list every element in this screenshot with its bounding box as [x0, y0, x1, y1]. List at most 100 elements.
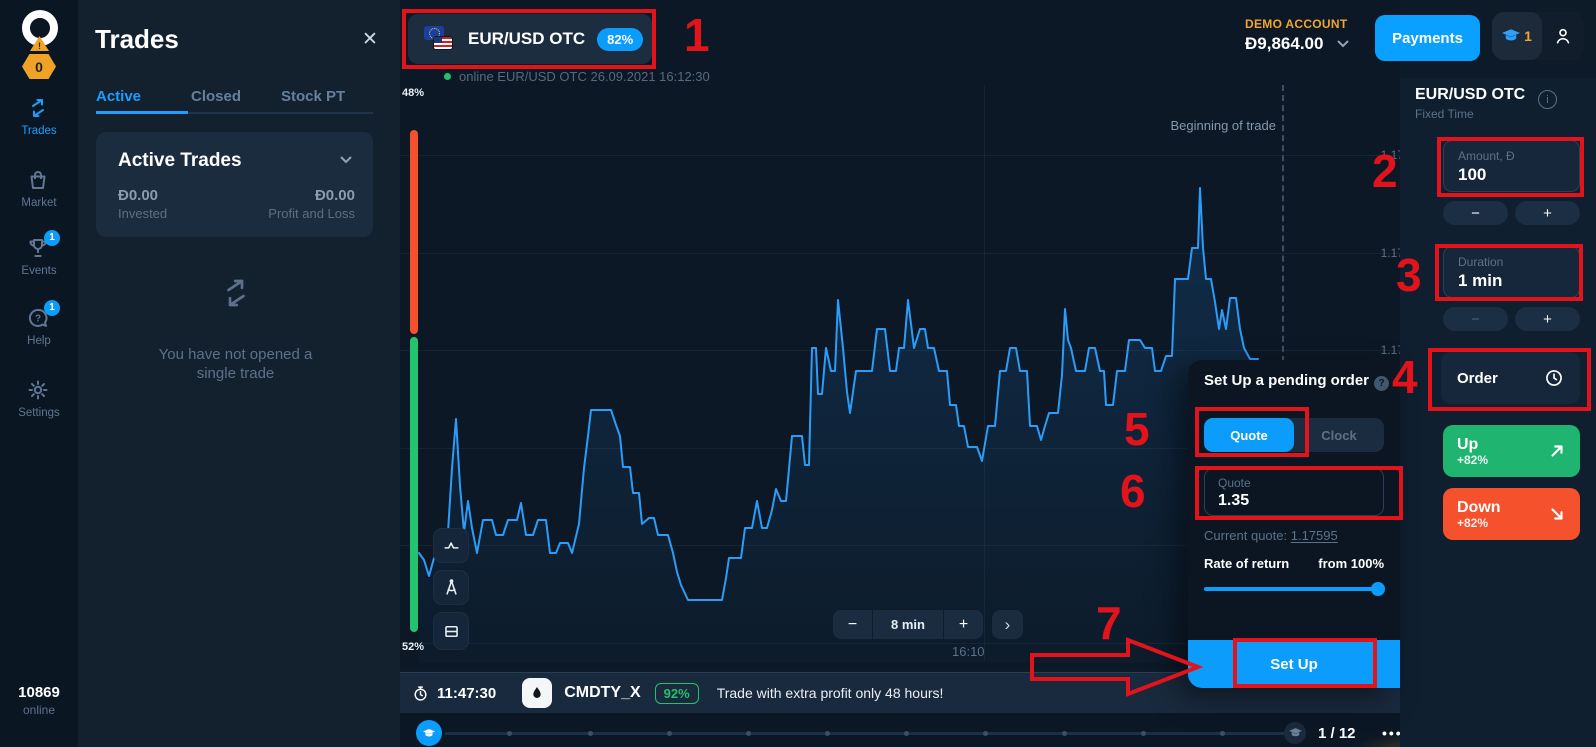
asset-name: EUR/USD OTC — [468, 29, 586, 48]
oil-drop-icon — [533, 687, 541, 698]
rate-slider-handle[interactable] — [1371, 582, 1385, 596]
clock-icon — [1546, 370, 1562, 386]
rate-label: Rate of return — [1204, 556, 1290, 571]
tab-clock[interactable]: Clock — [1321, 427, 1357, 443]
quote-label: Quote — [1218, 476, 1251, 490]
asset-selector[interactable]: EUR/USD OTC 82% — [408, 14, 652, 64]
timeframe-minus-button[interactable]: − — [833, 610, 872, 639]
rate-slider-track[interactable] — [1204, 587, 1384, 591]
education-count: 1 — [1524, 28, 1532, 44]
amount-field[interactable]: Amount, Đ 100 — [1443, 140, 1580, 192]
stories-category-icon[interactable] — [1284, 722, 1306, 744]
story-dot[interactable] — [825, 731, 830, 736]
story-dot[interactable] — [507, 731, 512, 736]
duration-field[interactable]: Duration 1 min — [1443, 246, 1580, 298]
stories-track — [445, 732, 1290, 735]
connection-status: online EUR/USD OTC 26.09.2021 16:12:30 — [444, 69, 710, 84]
timeframe-value[interactable]: 8 min — [873, 610, 943, 639]
close-icon[interactable]: ✕ — [362, 29, 378, 50]
timeframe-plus-button[interactable]: + — [944, 610, 983, 639]
profile-button[interactable] — [1542, 12, 1584, 60]
chart-type-button[interactable] — [433, 528, 469, 563]
price-area — [419, 188, 1258, 663]
help-icon[interactable]: ? — [1374, 376, 1389, 391]
amount-minus-button[interactable]: − — [1443, 201, 1508, 225]
invested-value: Đ0.00 — [118, 187, 159, 204]
person-icon — [1556, 28, 1570, 44]
stories-current-button[interactable] — [416, 720, 442, 746]
commodity-tile[interactable] — [522, 678, 553, 708]
tab-closed[interactable]: Closed — [191, 88, 242, 105]
events-badge: 1 — [44, 230, 60, 246]
stopwatch-icon — [414, 685, 427, 701]
card-title: Active Trades — [118, 150, 242, 171]
info-icon[interactable]: i — [1538, 90, 1557, 109]
sidebar-item-help[interactable]: ? 1 Help — [0, 300, 78, 347]
education-button[interactable]: 1 — [1492, 12, 1542, 60]
story-dot[interactable] — [1141, 731, 1146, 736]
svg-text:?: ? — [35, 314, 41, 325]
gridline — [400, 155, 1400, 156]
online-dot-icon — [444, 73, 451, 80]
active-tab-underline — [96, 111, 188, 114]
amount-plus-button[interactable]: + — [1515, 201, 1580, 225]
sidebar-label: Events — [21, 265, 57, 277]
tabs-underline — [96, 112, 373, 114]
split-layout-icon — [444, 625, 458, 637]
story-dot[interactable] — [588, 731, 593, 736]
story-dot[interactable] — [667, 731, 672, 736]
sentiment-down-percent: 52% — [402, 641, 425, 653]
gridline — [984, 85, 985, 660]
price-line — [418, 187, 1259, 601]
duration-minus-button[interactable]: − — [1443, 307, 1508, 331]
account-chevron-down-icon[interactable] — [1337, 40, 1349, 48]
pnl-label: Profit and Loss — [268, 206, 355, 221]
payments-button[interactable]: Payments — [1375, 15, 1480, 61]
market-bag-icon — [30, 171, 46, 189]
order-label: Order — [1457, 369, 1498, 387]
sentiment-bar-sell — [410, 130, 418, 334]
more-options-icon[interactable]: ••• — [1382, 725, 1403, 741]
tab-quote[interactable]: Quote — [1204, 418, 1294, 452]
amount-value: 100 — [1458, 165, 1487, 184]
account-switcher[interactable]: DEMO ACCOUNT Đ9,864.00 — [1245, 17, 1347, 54]
tab-stock-pt[interactable]: Stock PT — [281, 88, 346, 105]
tab-active[interactable]: Active — [96, 88, 142, 105]
story-dot[interactable] — [1220, 731, 1225, 736]
layout-button[interactable] — [433, 612, 469, 650]
status-text: online EUR/USD OTC 26.09.2021 16:12:30 — [459, 69, 710, 84]
up-button[interactable]: Up +82% — [1443, 425, 1580, 477]
sidebar-item-trades[interactable]: Trades — [0, 96, 78, 137]
rate-from-value: from 100% — [1318, 556, 1384, 571]
set-up-button[interactable]: Set Up — [1188, 640, 1400, 688]
arrow-up-right-icon — [1551, 445, 1563, 457]
current-quote-value[interactable]: 1.17595 — [1290, 528, 1338, 543]
duration-plus-button[interactable]: + — [1515, 307, 1580, 331]
story-dot[interactable] — [904, 731, 909, 736]
line-chart-icon — [443, 542, 459, 549]
order-button[interactable]: Order — [1441, 352, 1580, 404]
promo-bar: 11:47:30 CMDTY_X 92% Trade with extra pr… — [400, 672, 1400, 713]
price-chart — [418, 187, 1259, 663]
trade-controls-panel: EUR/USD OTC Fixed Time i Amount, Đ 100 −… — [1400, 78, 1596, 747]
left-nav-rail: ! 0 Trades Market 1 Events ? 1 — [0, 0, 78, 747]
trades-arrows-icon — [32, 99, 44, 117]
sidebar-item-market[interactable]: Market — [0, 168, 78, 209]
logo-badge: 0 — [22, 54, 56, 79]
invested-label: Invested — [118, 206, 168, 221]
graduation-cap-icon — [1502, 29, 1521, 41]
drawing-tools-button[interactable] — [433, 570, 469, 605]
trades-panel: Trades ✕ Active Closed Stock PT Active T… — [78, 0, 400, 747]
down-button[interactable]: Down +82% — [1443, 488, 1580, 540]
story-dot[interactable] — [983, 731, 988, 736]
chevron-down-icon[interactable] — [340, 156, 352, 164]
active-trades-card[interactable]: Active Trades Đ0.00 Invested Đ0.00 Profi… — [96, 132, 373, 237]
sidebar-item-settings[interactable]: Settings — [0, 378, 78, 419]
pending-order-popup: Set Up a pending order ? Quote Clock Quo… — [1188, 360, 1400, 688]
sidebar-item-events[interactable]: 1 Events — [0, 230, 78, 277]
story-dot[interactable] — [1062, 731, 1067, 736]
quote-field[interactable]: Quote 1.35 — [1204, 468, 1384, 516]
scroll-to-latest-button[interactable]: › — [992, 610, 1023, 639]
timeframe-control: − 8 min + — [833, 610, 983, 639]
story-dot[interactable] — [746, 731, 751, 736]
